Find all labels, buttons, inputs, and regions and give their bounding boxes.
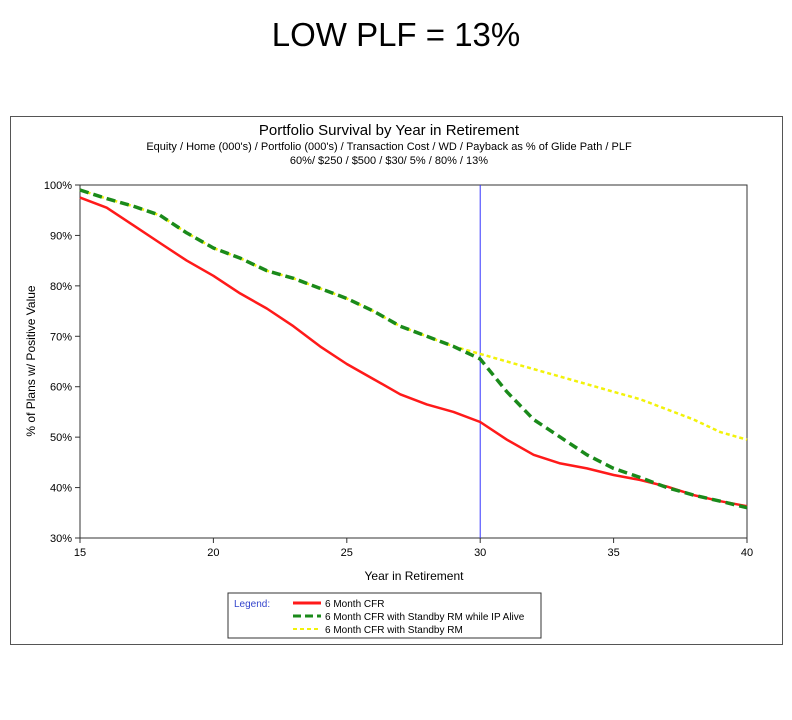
y-tick-label: 50% — [50, 432, 72, 444]
series-line-2 — [79, 188, 748, 510]
x-tick-label: 20 — [207, 547, 219, 559]
y-tick-label: 60% — [50, 382, 72, 394]
x-tick-label: 30 — [474, 547, 486, 559]
legend: Legend: 6 Month CFR 6 Month CFR with Sta… — [227, 592, 542, 639]
y-tick-label: 100% — [44, 180, 72, 192]
x-tick-label: 15 — [74, 547, 86, 559]
legend-label-3: 6 Month CFR with Standby RM — [325, 625, 463, 636]
y-axis: 30% 40% 50% 60% 70% 80% 90% 100% — [44, 180, 80, 545]
legend-box — [227, 592, 542, 639]
x-tick-label: 35 — [607, 547, 619, 559]
series-line-3 — [79, 188, 748, 441]
x-axis-label: Year in Retirement — [365, 569, 465, 583]
chart-title: Portfolio Survival by Year in Retirement — [259, 122, 520, 139]
y-tick-label: 30% — [50, 533, 72, 545]
y-tick-label: 80% — [50, 281, 72, 293]
chart-frame: Portfolio Survival by Year in Retirement… — [10, 116, 783, 645]
series-group — [79, 188, 748, 510]
x-tick-label: 40 — [741, 547, 753, 559]
legend-title: Legend: — [234, 599, 270, 610]
line-chart: Portfolio Survival by Year in Retirement… — [24, 122, 753, 639]
legend-label-2: 6 Month CFR with Standby RM while IP Ali… — [325, 612, 525, 623]
y-tick-label: 90% — [50, 230, 72, 242]
chart-subtitle-line1: Equity / Home (000's) / Portfolio (000's… — [146, 141, 632, 153]
x-tick-label: 25 — [341, 547, 353, 559]
slide-title: LOW PLF = 13% — [271, 16, 521, 53]
series-line-1 — [79, 196, 748, 508]
y-tick-label: 40% — [50, 483, 72, 495]
chart-subtitle-line2: 60%/ $250 / $500 / $30/ 5% / 80% / 13% — [290, 155, 488, 167]
legend-label-1: 6 Month CFR — [325, 599, 384, 610]
y-tick-label: 70% — [50, 331, 72, 343]
plot-area — [79, 184, 748, 539]
y-axis-label: % of Plans w/ Positive Value — [24, 285, 38, 437]
x-axis: 15 20 25 30 35 40 — [74, 538, 753, 559]
